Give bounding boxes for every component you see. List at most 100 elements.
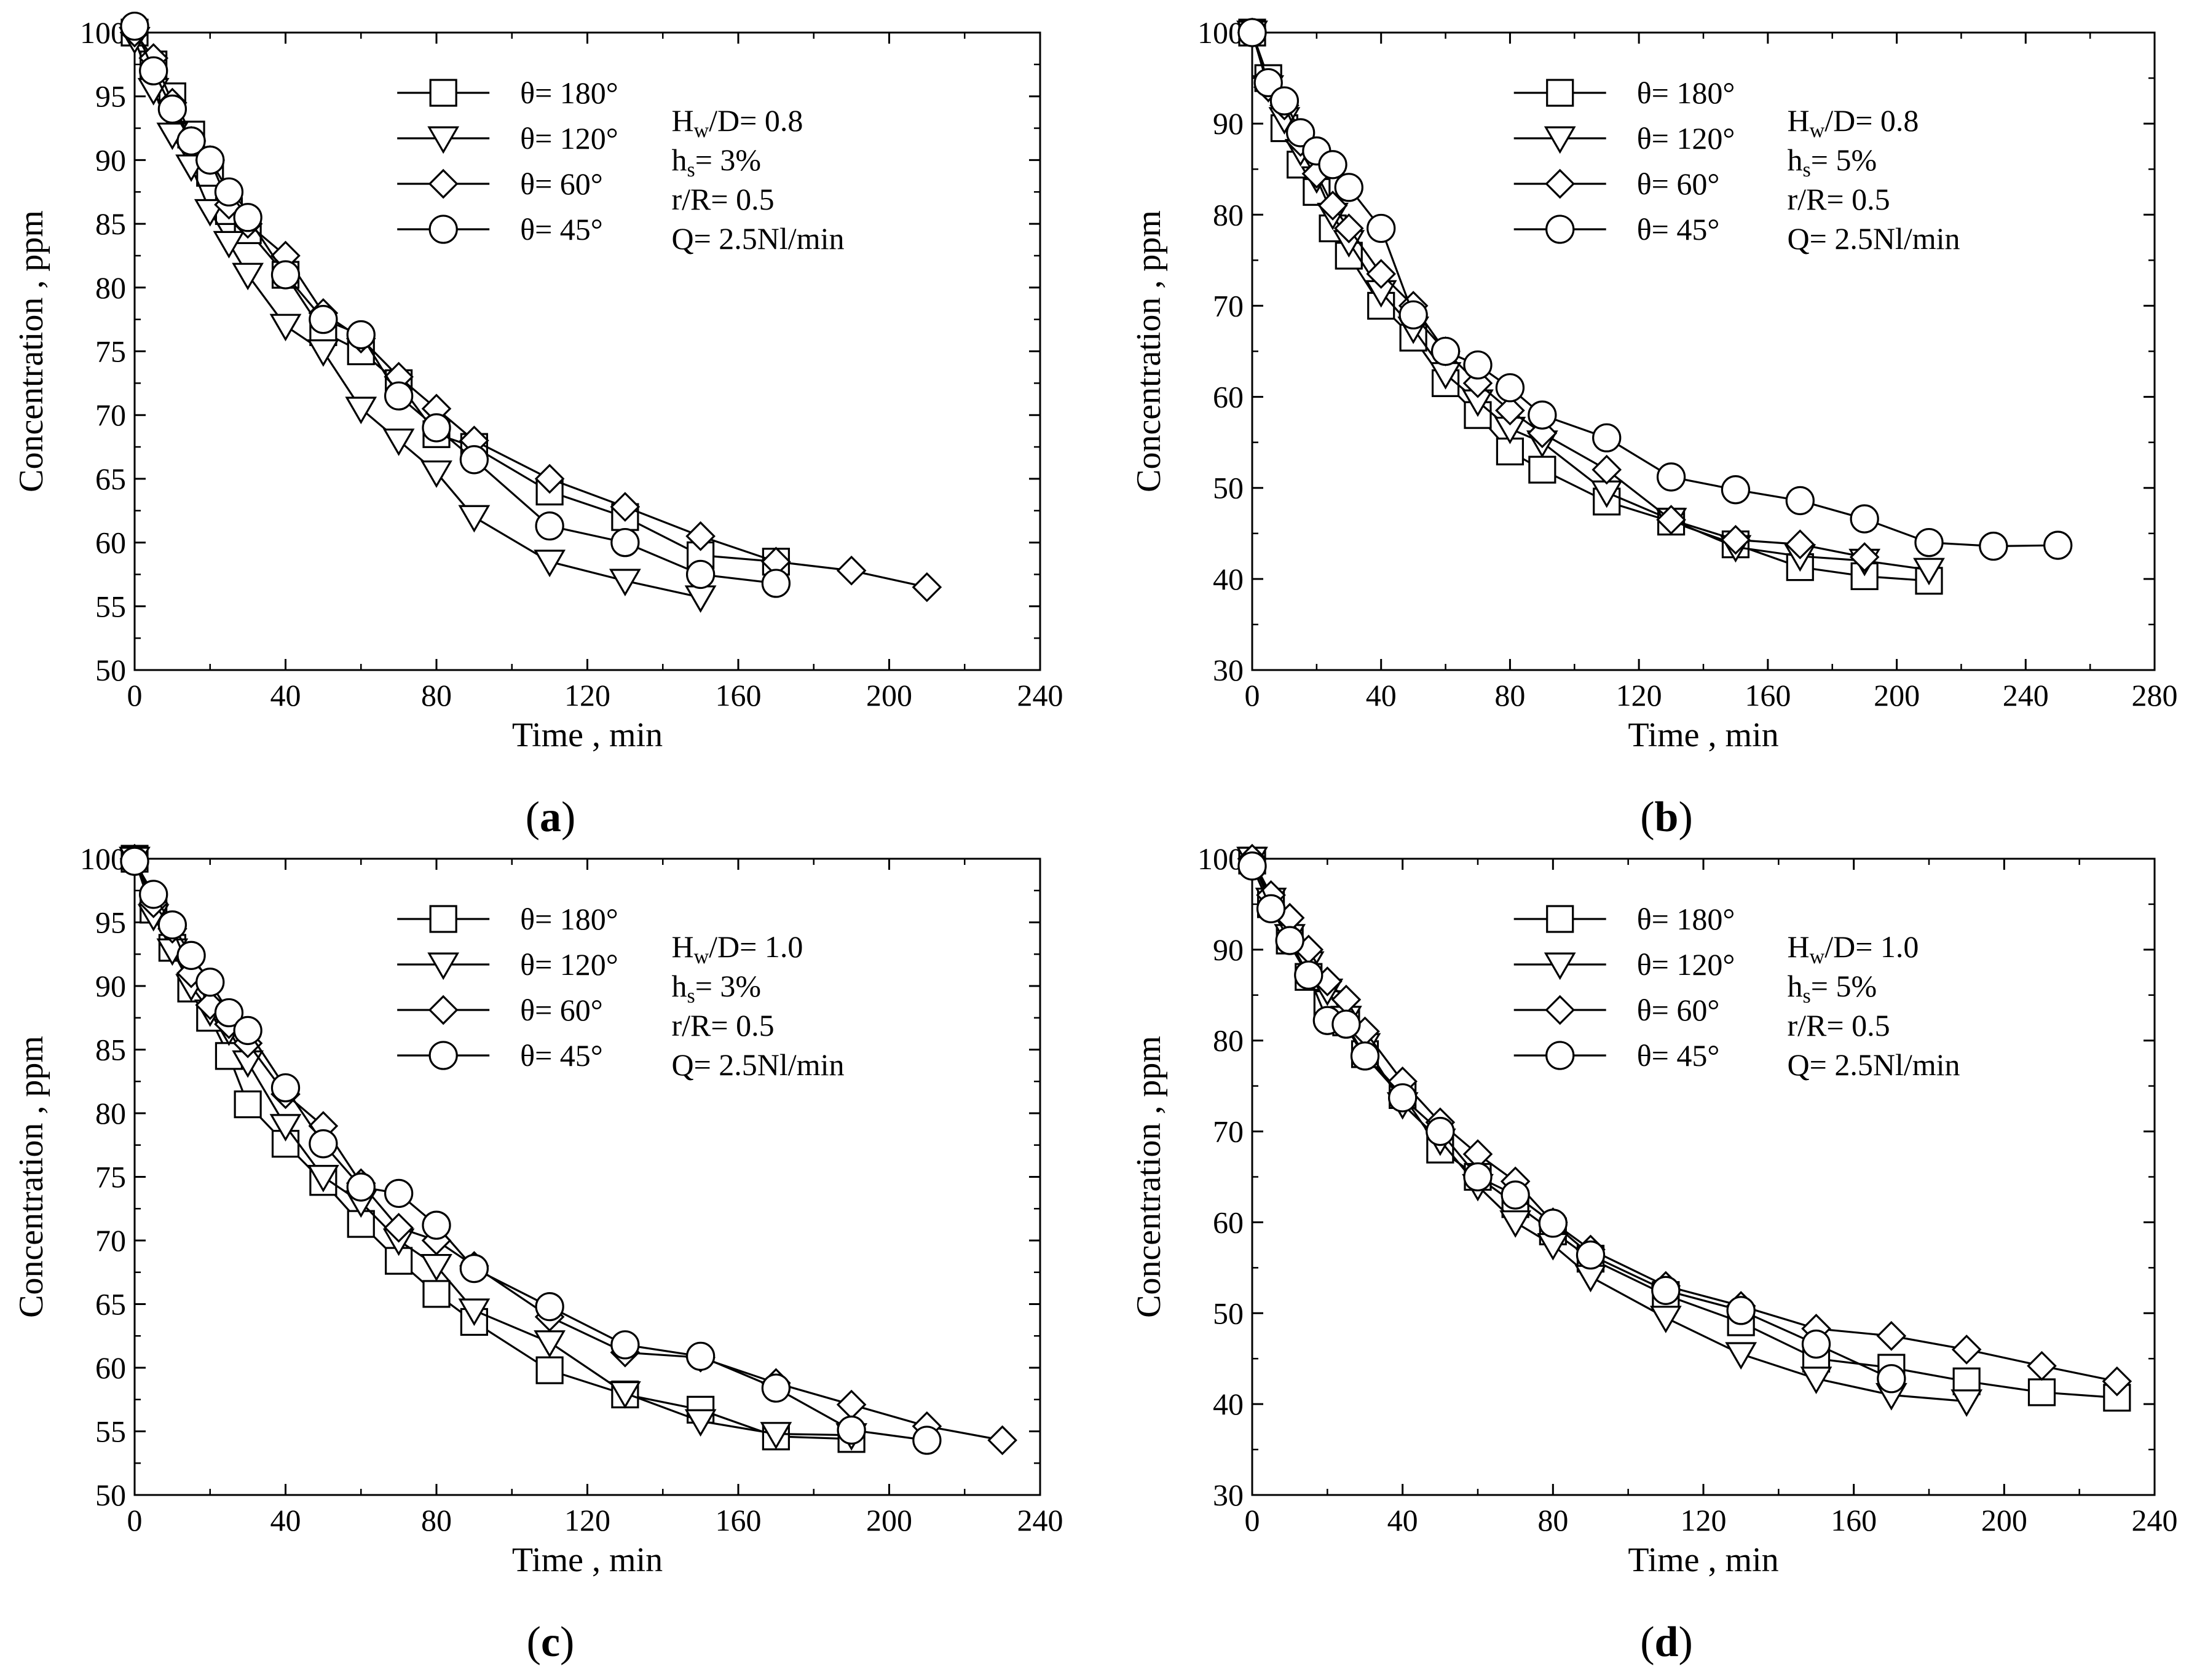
y-tick-label: 55 <box>95 1414 126 1449</box>
x-tick-label: 200 <box>1981 1503 2027 1537</box>
x-tick-label: 40 <box>270 678 301 712</box>
data-point <box>1388 1083 1418 1113</box>
data-point <box>234 1090 262 1119</box>
x-tick-label: 80 <box>421 678 452 712</box>
annotation-hw-sub: w <box>1810 945 1825 968</box>
data-point <box>422 1280 451 1308</box>
data-point <box>837 1415 866 1445</box>
data-point <box>609 569 641 597</box>
y-tick-label: 60 <box>1213 1205 1244 1239</box>
data-point <box>233 203 262 232</box>
annotation-hw-rest: /D= 1.0 <box>709 929 803 964</box>
legend-marker <box>427 126 460 154</box>
data-point <box>307 339 339 367</box>
y-tick-label: 95 <box>95 79 126 114</box>
series-circle <box>1237 18 2073 561</box>
x-axis-label: Time , min <box>1628 1541 1778 1579</box>
y-tick-label: 100 <box>1197 15 1244 50</box>
legend-label: θ= 45° <box>1637 212 1720 246</box>
panel-label: (d) <box>1640 1619 1693 1666</box>
parameter-annotation: Hw/D= 0.8hs= 5%r/R= 0.5Q= 2.5Nl/min <box>1788 103 1960 256</box>
data-point <box>1913 558 1945 586</box>
y-tick-label: 95 <box>95 905 126 940</box>
y-tick-label: 30 <box>1213 653 1244 687</box>
data-point <box>1528 455 1556 484</box>
data-point <box>1876 1320 1907 1351</box>
chart-panel-c: 0 40 80 120 160 200 240 50 55 60 65 70 75 80 85 90 95 100… <box>12 842 1063 1666</box>
data-point <box>1721 475 1751 505</box>
annotation-hs-main: h <box>1788 143 1803 177</box>
panel-label-letter: b <box>1655 794 1679 841</box>
legend-marker <box>1545 1041 1575 1070</box>
data-point <box>213 231 245 259</box>
data-point <box>1237 851 1267 881</box>
data-point <box>1318 150 1347 179</box>
annotation-hs-main: h <box>671 143 687 177</box>
y-tick-label: 85 <box>95 1033 126 1067</box>
data-point <box>836 555 867 586</box>
data-point <box>685 559 716 590</box>
panel-label-close-paren: ) <box>561 794 575 841</box>
annotation-hs-sub: s <box>687 985 695 1008</box>
y-tick-label: 75 <box>95 1160 126 1194</box>
y-tick-label: 90 <box>1213 106 1244 141</box>
y-tick-label: 40 <box>1213 562 1244 596</box>
data-point <box>1501 1180 1530 1210</box>
data-point <box>459 1253 489 1284</box>
series-circle <box>120 11 791 598</box>
data-point <box>1592 454 1622 485</box>
data-point <box>1331 1009 1361 1039</box>
parameter-annotation: Hw/D= 1.0hs= 3%r/R= 0.5Q= 2.5Nl/min <box>671 929 844 1082</box>
data-point <box>1785 486 1815 516</box>
data-point <box>1253 68 1283 98</box>
y-tick-label: 70 <box>1213 1114 1244 1149</box>
x-tick-label: 200 <box>1874 678 1920 712</box>
annotation-hw-d: Hw/D= 1.0 <box>671 929 803 968</box>
annotation-hs-rest: = 5% <box>1811 969 1877 1003</box>
y-tick-label: 65 <box>95 1287 126 1322</box>
data-point <box>346 1172 376 1202</box>
data-point <box>1877 1364 1906 1394</box>
panel-label-letter: d <box>1655 1619 1679 1666</box>
panel-label: (a) <box>526 794 576 841</box>
data-point <box>535 1292 564 1322</box>
data-point <box>422 413 451 443</box>
legend: θ= 180° θ= 120° θ= 60° θ= 45° <box>397 902 618 1073</box>
legend-label: θ= 180° <box>1637 902 1735 936</box>
data-point <box>610 492 641 522</box>
x-tick-label: 160 <box>1831 1503 1877 1537</box>
y-tick-label: 60 <box>1213 380 1244 414</box>
data-point <box>1801 1329 1831 1359</box>
chart-panel-b: 0 40 80 120 160 200 240 280 30 40 50 60 70 80 90 100 Tim… <box>1130 15 2178 841</box>
data-point <box>1914 527 1944 558</box>
legend-label: θ= 45° <box>520 1038 603 1073</box>
x-tick-label: 40 <box>1366 678 1397 712</box>
data-point <box>534 1330 566 1358</box>
legend-marker <box>429 905 457 933</box>
data-point <box>1463 1162 1493 1192</box>
data-point <box>1430 336 1461 366</box>
data-point <box>761 569 791 598</box>
series-circle <box>120 846 942 1455</box>
legend-marker <box>428 168 459 199</box>
panel-label: (b) <box>1640 794 1693 841</box>
data-point <box>535 1356 564 1384</box>
annotation-hw-main: H <box>671 103 693 138</box>
panel-label-open-paren: ( <box>527 1619 541 1666</box>
y-tick-label: 70 <box>95 1223 126 1258</box>
y-tick-label: 90 <box>95 969 126 1003</box>
annotation-hs-sub: s <box>687 159 695 181</box>
x-tick-label: 200 <box>866 678 912 712</box>
data-point <box>1527 418 1558 449</box>
data-point <box>1398 300 1428 329</box>
data-point <box>157 910 187 940</box>
x-tick-label: 40 <box>1387 1503 1418 1537</box>
x-tick-label: 0 <box>127 678 143 712</box>
x-axis-label: Time , min <box>512 716 663 754</box>
data-point <box>535 511 564 541</box>
annotation-r-ratio: r/R= 0.5 <box>1788 182 1890 216</box>
annotation-r-ratio: r/R= 0.5 <box>671 1008 774 1043</box>
data-point <box>1651 1276 1681 1305</box>
annotation-hw-rest: /D= 1.0 <box>1824 929 1919 964</box>
panel-label-letter: a <box>540 794 561 841</box>
